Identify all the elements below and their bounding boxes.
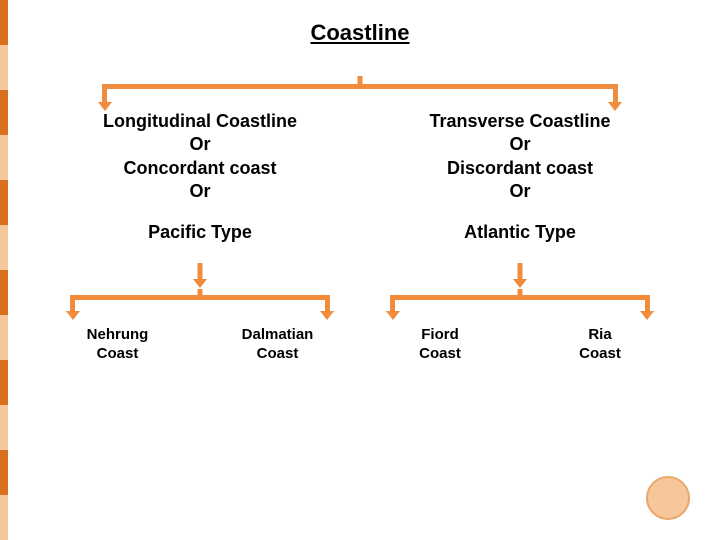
arrow-down-icon (66, 311, 80, 320)
leaf-nehrung: Nehrung Coast (87, 325, 149, 364)
left-line-1: Or (189, 134, 210, 154)
arrow-down-icon (98, 102, 112, 111)
bracket-horizontal (102, 84, 618, 89)
bracket-stem (518, 289, 523, 297)
arrow-down-icon (386, 311, 400, 320)
leaf-label: Coast (257, 345, 299, 362)
page-title: Coastline (30, 20, 690, 46)
arrow-down-icon (193, 279, 207, 288)
leaf-label: Coast (97, 345, 139, 362)
left-column: Longitudinal Coastline Or Concordant coa… (40, 110, 360, 364)
right-sub-bracket (390, 289, 650, 325)
left-type-arrow (40, 263, 360, 289)
right-type: Atlantic Type (360, 222, 680, 243)
leaf-label: Coast (419, 345, 461, 362)
left-sub-bracket (70, 289, 330, 325)
bracket-right-leg (613, 84, 618, 104)
leaf-label: Fiord (421, 326, 459, 343)
arrow-down-icon (320, 311, 334, 320)
top-bracket (30, 76, 690, 110)
right-leaves: Fiord Coast Ria Coast (360, 325, 680, 364)
arrow-down-icon (513, 279, 527, 288)
decorative-circle-icon (646, 476, 690, 520)
left-category: Longitudinal Coastline Or Concordant coa… (40, 110, 360, 204)
left-type: Pacific Type (40, 222, 360, 243)
arrow-down-icon (608, 102, 622, 111)
bracket-stem (198, 289, 203, 297)
bracket-left-leg (102, 84, 107, 104)
right-line-3: Or (509, 181, 530, 201)
right-type-arrow (360, 263, 680, 289)
leaf-label: Dalmatian (242, 326, 314, 343)
leaf-dalmatian: Dalmatian Coast (242, 325, 314, 364)
leaf-fiord: Fiord Coast (419, 325, 461, 364)
right-line-0: Transverse Coastline (429, 111, 610, 131)
left-line-2: Concordant coast (123, 158, 276, 178)
leaf-ria: Ria Coast (579, 325, 621, 364)
right-category: Transverse Coastline Or Discordant coast… (360, 110, 680, 204)
leaf-label: Nehrung (87, 326, 149, 343)
left-line-3: Or (189, 181, 210, 201)
right-line-1: Or (509, 134, 530, 154)
leaf-label: Coast (579, 345, 621, 362)
right-column: Transverse Coastline Or Discordant coast… (360, 110, 680, 364)
slide-container: Coastline Longitudinal Coastline Or Conc… (0, 0, 720, 540)
right-line-2: Discordant coast (447, 158, 593, 178)
left-line-0: Longitudinal Coastline (103, 111, 297, 131)
arrow-down-icon (640, 311, 654, 320)
bracket-stem (358, 76, 363, 84)
leaf-label: Ria (588, 326, 611, 343)
level1-row: Longitudinal Coastline Or Concordant coa… (30, 110, 690, 364)
left-leaves: Nehrung Coast Dalmatian Coast (40, 325, 360, 364)
